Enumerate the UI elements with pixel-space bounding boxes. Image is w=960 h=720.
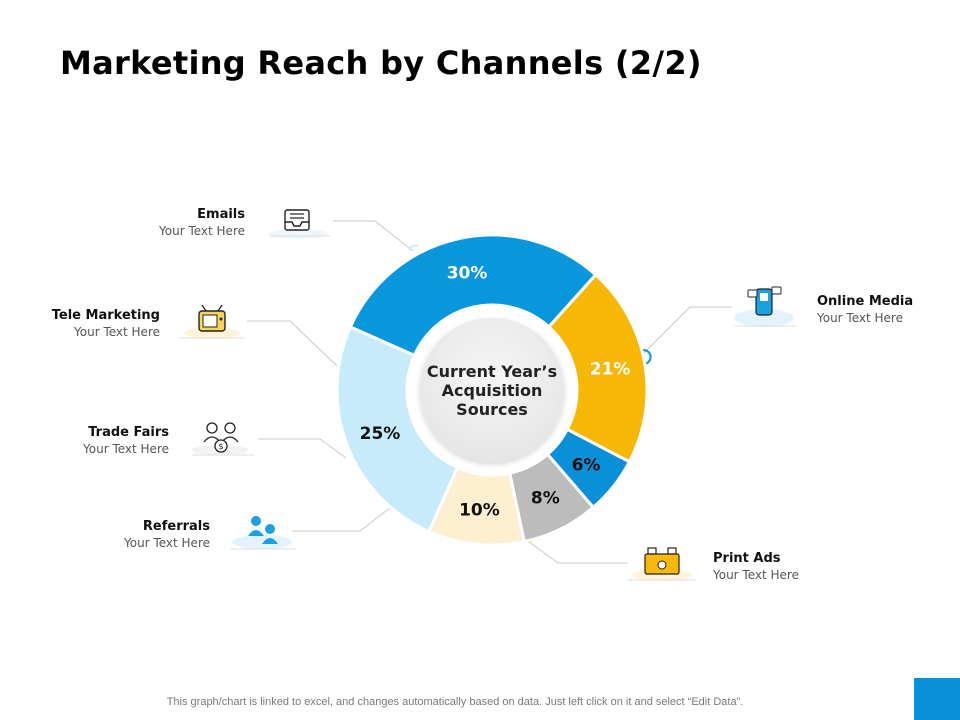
leader-line-referrals	[292, 507, 391, 532]
donut-slices	[335, 233, 649, 547]
slice-label: 8%	[531, 488, 560, 508]
leader-line-trade-fairs	[258, 438, 347, 459]
channel-label-print-ads: Print Ads Your Text Here	[713, 551, 799, 583]
channel-label-referrals: Referrals Your Text Here	[124, 519, 210, 551]
slice-labels: 30% 21% 6% 8% 10% 25%	[360, 264, 631, 521]
leader-line-online-media	[640, 306, 732, 357]
channel-text: Your Text Here	[159, 224, 245, 238]
channel-label-emails: Emails Your Text Here	[159, 207, 245, 239]
channel-name: Online Media	[817, 294, 914, 309]
donut-center	[420, 318, 564, 462]
donut-slice-21	[546, 272, 649, 464]
slice-label: 10%	[459, 500, 500, 520]
footer-note: This graph/chart is linked to excel, and…	[166, 696, 744, 708]
channel-label-tele-marketing: Tele Marketing Your Text Here	[52, 308, 160, 340]
referral-people-icon	[230, 516, 296, 550]
channel-name: Tele Marketing	[51, 308, 160, 323]
donut-slice-30	[348, 233, 598, 358]
phone-social-icon	[734, 286, 796, 327]
channel-name: Print Ads	[713, 551, 781, 566]
slice-label: 6%	[572, 456, 601, 476]
leader-lines	[247, 220, 732, 564]
center-label-line-2: Acquisition	[442, 381, 543, 400]
center-label-line-1: Current Year’s	[427, 362, 557, 381]
printer-icon	[628, 547, 696, 581]
channel-text: Your Text Here	[713, 568, 799, 582]
television-icon	[179, 304, 244, 339]
leader-line-print-ads	[524, 538, 628, 564]
channel-text: Your Text Here	[83, 442, 169, 456]
leader-line-emails	[333, 220, 414, 252]
page-title: Marketing Reach by Channels (2/2)	[60, 44, 702, 82]
channel-text: Your Text Here	[817, 311, 903, 325]
people-money-icon: $	[192, 422, 254, 456]
leader-line-tele-marketing	[247, 320, 338, 367]
channel-name: Emails	[197, 207, 245, 222]
channel-text: Your Text Here	[124, 536, 210, 550]
slice-label: 30%	[447, 264, 488, 284]
channel-name: Trade Fairs	[88, 425, 169, 440]
corner-accent	[914, 678, 960, 720]
connector-dot-emails	[408, 244, 419, 251]
center-label-line-3: Sources	[456, 400, 528, 419]
donut-slice-25	[335, 324, 460, 534]
email-inbox-icon	[268, 209, 330, 239]
channel-label-trade-fairs: Trade Fairs Your Text Here	[83, 425, 169, 457]
svg-text:$: $	[218, 442, 223, 451]
slice-label: 25%	[360, 424, 401, 444]
channel-text: Your Text Here	[74, 325, 160, 339]
channel-name: Referrals	[142, 519, 210, 534]
slice-label: 21%	[590, 360, 631, 380]
channel-label-online-media: Online Media Your Text Here	[817, 294, 913, 326]
